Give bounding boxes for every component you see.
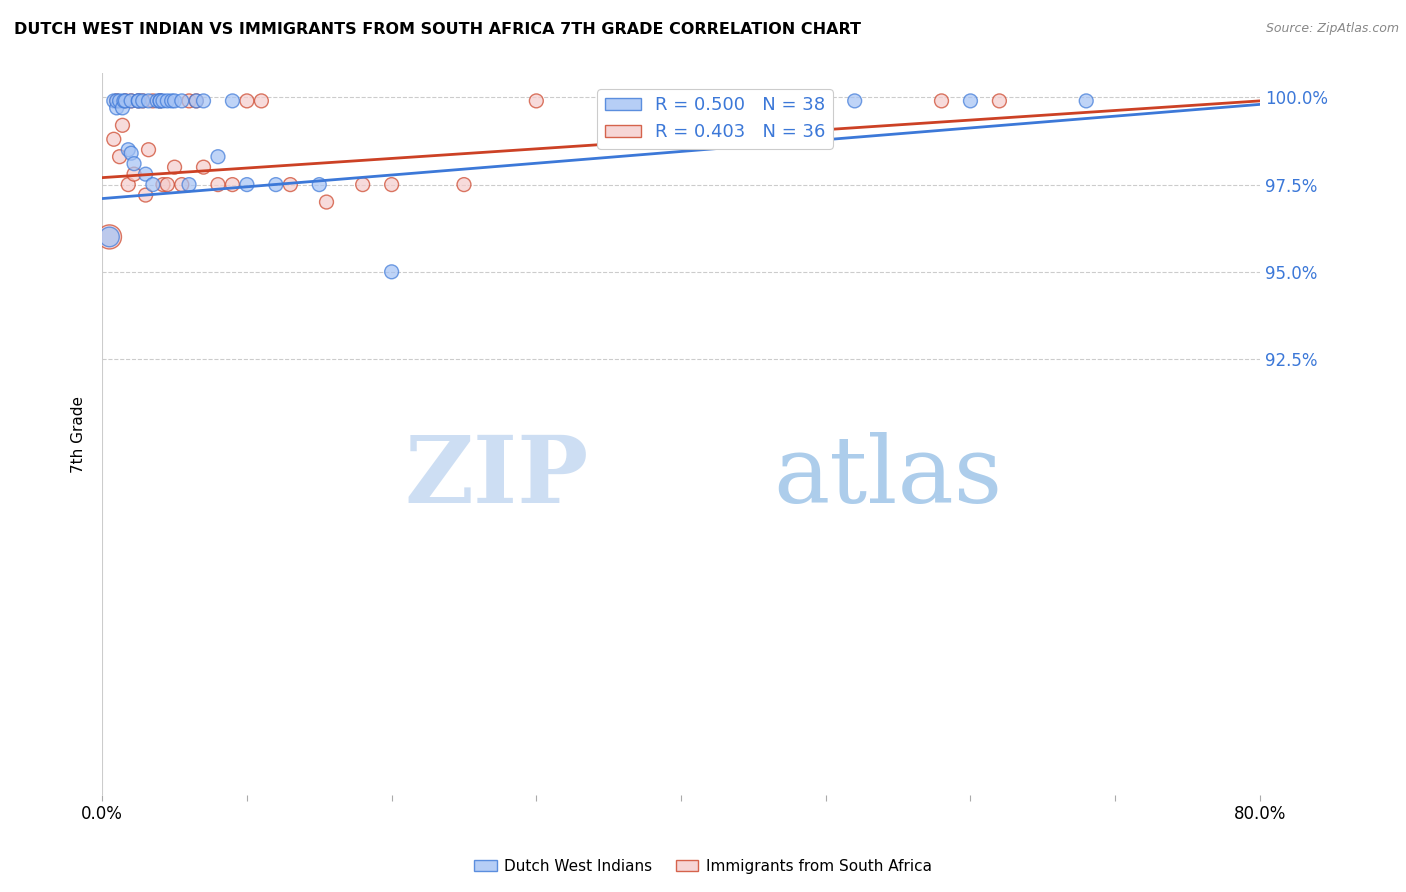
Text: DUTCH WEST INDIAN VS IMMIGRANTS FROM SOUTH AFRICA 7TH GRADE CORRELATION CHART: DUTCH WEST INDIAN VS IMMIGRANTS FROM SOU…	[14, 22, 860, 37]
Point	[117, 143, 139, 157]
Legend: Dutch West Indians, Immigrants from South Africa: Dutch West Indians, Immigrants from Sout…	[468, 853, 938, 880]
Point	[193, 160, 215, 174]
Point	[127, 94, 149, 108]
Point	[111, 101, 134, 115]
Point	[315, 195, 337, 210]
Point	[105, 94, 128, 108]
Point	[120, 146, 142, 161]
Point	[98, 230, 121, 244]
Point	[112, 94, 135, 108]
Point	[120, 94, 142, 108]
Point	[138, 94, 160, 108]
Point	[127, 94, 149, 108]
Point	[814, 94, 837, 108]
Point	[156, 94, 179, 108]
Point	[381, 265, 404, 279]
Point	[142, 178, 165, 192]
Point	[193, 94, 215, 108]
Point	[138, 143, 160, 157]
Point	[149, 94, 172, 108]
Point	[160, 94, 183, 108]
Point	[120, 94, 142, 108]
Point	[135, 167, 157, 181]
Point	[453, 178, 475, 192]
Point	[1076, 94, 1098, 108]
Point	[236, 94, 259, 108]
Point	[170, 178, 193, 192]
Point	[278, 178, 301, 192]
Point	[931, 94, 953, 108]
Point	[264, 178, 287, 192]
Point	[250, 94, 273, 108]
Point	[988, 94, 1011, 108]
Text: ZIP: ZIP	[404, 433, 589, 523]
Point	[177, 94, 200, 108]
Point	[108, 94, 131, 108]
Point	[122, 167, 145, 181]
Point	[186, 94, 208, 108]
Point	[111, 118, 134, 132]
Point	[163, 160, 186, 174]
Point	[236, 178, 259, 192]
Text: atlas: atlas	[773, 433, 1002, 523]
Point	[186, 94, 208, 108]
Point	[149, 94, 172, 108]
Point	[221, 94, 243, 108]
Y-axis label: 7th Grade: 7th Grade	[72, 395, 86, 473]
Point	[135, 188, 157, 202]
Point	[105, 94, 128, 108]
Point	[108, 150, 131, 164]
Point	[103, 132, 125, 146]
Point	[381, 178, 404, 192]
Point	[163, 94, 186, 108]
Point	[152, 178, 174, 192]
Point	[132, 94, 155, 108]
Point	[221, 178, 243, 192]
Point	[149, 94, 172, 108]
Point	[146, 94, 169, 108]
Point	[207, 150, 229, 164]
Point	[117, 178, 139, 192]
Point	[524, 94, 547, 108]
Text: Source: ZipAtlas.com: Source: ZipAtlas.com	[1265, 22, 1399, 36]
Point	[103, 94, 125, 108]
Point	[177, 178, 200, 192]
Point	[114, 94, 136, 108]
Point	[844, 94, 866, 108]
Point	[352, 178, 374, 192]
Point	[132, 94, 155, 108]
Point	[207, 178, 229, 192]
Point	[156, 178, 179, 192]
Point	[308, 178, 330, 192]
Point	[699, 94, 721, 108]
Point	[142, 94, 165, 108]
Point	[152, 94, 174, 108]
Point	[127, 94, 149, 108]
Point	[170, 94, 193, 108]
Point	[105, 101, 128, 115]
Point	[122, 156, 145, 170]
Point	[959, 94, 981, 108]
Point	[98, 230, 121, 244]
Legend: R = 0.500   N = 38, R = 0.403   N = 36: R = 0.500 N = 38, R = 0.403 N = 36	[598, 89, 832, 149]
Point	[114, 94, 136, 108]
